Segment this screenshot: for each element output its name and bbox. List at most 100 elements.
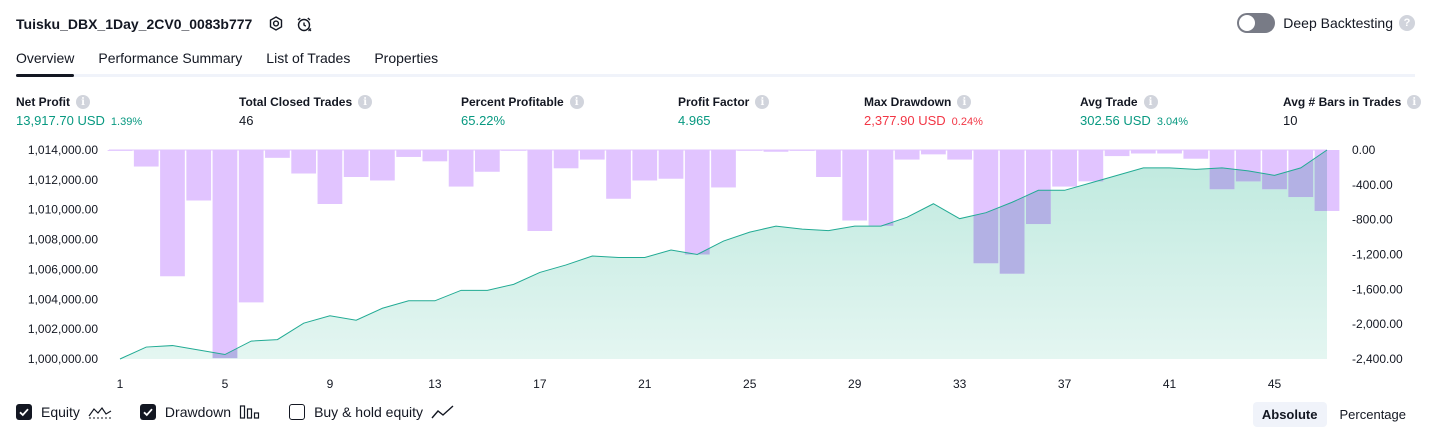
metric-total-closed-trades: Total Closed Trades i 46 [239,94,373,128]
drawdown-bar [789,150,815,151]
metric-avg-trade: Avg Trade i 302.56 USD 3.04% [1080,94,1188,128]
drawdown-bar [370,150,395,181]
metric-percent-profitable: Percent Profitable i 65.22% [461,94,584,128]
strategy-title: Tuisku_DBX_1Day_2CV0_0083b777 [16,16,253,32]
settings-icon[interactable] [266,14,286,34]
metric-label: Total Closed Trades [239,95,353,109]
drawdown-bar [160,150,185,277]
drawdown-bar [894,150,920,160]
chart-legend: Equity Drawdown Buy & hold equity [16,404,483,420]
x-axis-tick: 41 [1163,377,1177,391]
equity-drawdown-chart[interactable]: 1,014,000.00 1,012,000.00 1,010,000.00 1,00… [0,138,1431,394]
metric-max-drawdown: Max Drawdown i 2,377.90 USD 0.24% [864,94,983,128]
left-axis-tick: 1,006,000.00 [28,262,98,276]
drawdown-bar [317,150,343,204]
left-axis-tick: 1,012,000.00 [28,173,98,187]
drawdown-bar [1052,150,1077,187]
drawdown-bar [265,150,290,158]
drawdown-bar [553,150,579,169]
drawdown-bar [107,150,133,151]
metric-label: Max Drawdown [864,95,952,109]
equity-checkbox-item[interactable]: Equity [16,404,112,420]
drawdown-bar [1130,150,1156,154]
drawdown-bar [291,150,317,174]
metric-profit-factor: Profit Factor i 4.965 [678,94,770,128]
x-axis-tick: 21 [638,377,652,391]
drawdown-bar [343,150,369,177]
equity-checkbox[interactable] [16,404,32,420]
drawdown-bar [658,150,684,179]
equity-line [119,149,1328,360]
drawdown-bar [448,150,474,187]
metric-percent: 0.24% [951,116,983,128]
x-axis-tick: 9 [327,377,334,391]
tab-performance-summary[interactable]: Performance Summary [98,50,243,66]
x-axis-tick: 25 [743,377,757,391]
x-axis-tick: 17 [533,377,547,391]
drawdown-bar [238,150,264,303]
drawdown-bar [684,150,710,255]
info-icon[interactable]: i [1407,95,1422,109]
drawdown-bar [868,150,894,226]
equity-line-icon [88,406,112,419]
right-axis-tick: -400.00 [1352,178,1393,192]
right-axis-tick: 0.00 [1352,143,1376,157]
drawdown-bar [422,150,448,162]
help-icon[interactable]: ? [1399,15,1415,31]
drawdown-bar [606,150,631,199]
tab-overview[interactable]: Overview [16,44,75,77]
absolute-button[interactable]: Absolute [1252,402,1327,427]
info-icon[interactable]: i [76,95,90,109]
x-axis-tick: 29 [848,377,862,391]
info-icon[interactable]: i [569,95,584,109]
metric-label: Percent Profitable [461,95,564,109]
report-tabs: Overview Performance Summary List of Tra… [16,44,1415,77]
metric-label: Net Profit [16,95,70,109]
tab-list-of-trades[interactable]: List of Trades [266,50,351,66]
deep-backtesting-label: Deep Backtesting [1283,15,1393,31]
x-axis-tick: 37 [1058,377,1072,391]
drawdown-bar [947,150,973,160]
metric-value: 46 [239,113,254,128]
metric-label: Avg Trade [1080,95,1138,109]
buy-hold-line-icon [431,405,454,419]
drawdown-bar [711,150,736,188]
metric-label: Avg # Bars in Trades [1283,95,1402,109]
x-axis-tick: 33 [953,377,967,391]
drawdown-bar [632,150,658,181]
left-axis-tick: 1,004,000.00 [28,292,98,306]
drawdown-bar [579,150,605,160]
x-axis-tick: 13 [428,377,442,391]
strategy-header: Tuisku_DBX_1Day_2CV0_0083b777 [16,12,314,36]
buy-hold-checkbox[interactable] [289,404,306,420]
percentage-button[interactable]: Percentage [1339,407,1407,422]
drawdown-bar [921,150,946,155]
drawdown-checkbox-item[interactable]: Drawdown [139,404,261,420]
deep-backtesting-toggle[interactable] [1237,13,1276,33]
drawdown-bar [501,150,526,151]
left-axis-tick: 1,002,000.00 [28,322,98,336]
drawdown-bar [816,150,841,177]
right-axis-tick: -1,200.00 [1352,248,1403,262]
right-axis-tick: -800.00 [1352,213,1393,227]
metric-value: 4.965 [678,113,711,128]
drawdown-bar [396,150,421,157]
equity-label: Equity [41,404,80,420]
metric-value: 13,917.70 USD [16,113,105,128]
buy-hold-checkbox-item[interactable]: Buy & hold equity [289,404,455,420]
left-axis-tick: 1,010,000.00 [28,203,98,217]
drawdown-checkbox[interactable] [139,404,156,420]
value-mode-switch: Absolute Percentage [1249,402,1415,427]
drawdown-bar [1183,150,1209,159]
drawdown-bar [212,150,238,359]
drawdown-bar [186,150,212,201]
info-icon[interactable]: i [957,95,972,109]
left-axis-tick: 1,000,000.00 [28,352,98,366]
alert-clock-icon[interactable] [294,14,314,34]
right-axis-tick: -2,000.00 [1352,317,1403,331]
info-icon[interactable]: i [358,95,373,109]
info-icon[interactable]: i [755,95,770,109]
x-axis-tick: 5 [222,377,229,391]
info-icon[interactable]: i [1143,95,1158,109]
tab-properties[interactable]: Properties [374,50,439,66]
